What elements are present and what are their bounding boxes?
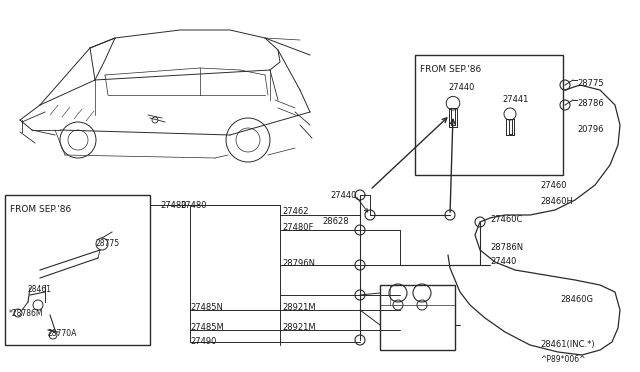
Text: 28921M: 28921M bbox=[282, 324, 316, 333]
Text: 27490: 27490 bbox=[190, 337, 216, 346]
Text: 27460: 27460 bbox=[540, 180, 566, 189]
Bar bbox=[380, 285, 455, 350]
Text: 27485M: 27485M bbox=[190, 324, 224, 333]
Text: 27440: 27440 bbox=[448, 83, 474, 93]
Text: 27480: 27480 bbox=[180, 201, 207, 209]
Text: 27485N: 27485N bbox=[190, 304, 223, 312]
Text: 28628: 28628 bbox=[322, 218, 349, 227]
Text: FROM SEP.'86: FROM SEP.'86 bbox=[10, 205, 71, 214]
Text: 28461: 28461 bbox=[27, 285, 51, 295]
Bar bbox=[415, 55, 563, 175]
Text: ^P89*006^: ^P89*006^ bbox=[540, 356, 586, 365]
Text: 28460H: 28460H bbox=[540, 198, 573, 206]
Text: 28921M: 28921M bbox=[282, 304, 316, 312]
Text: 28461(INC.*): 28461(INC.*) bbox=[540, 340, 595, 350]
Text: 27441: 27441 bbox=[502, 96, 529, 105]
Text: *28786M: *28786M bbox=[9, 308, 44, 317]
Text: 27440: 27440 bbox=[490, 257, 516, 266]
Text: FROM SEP.'86: FROM SEP.'86 bbox=[420, 65, 481, 74]
Text: 20796: 20796 bbox=[577, 125, 604, 135]
Bar bbox=[5, 195, 150, 345]
Text: 27440: 27440 bbox=[330, 190, 356, 199]
Text: 28775: 28775 bbox=[577, 78, 604, 87]
Text: 28786N: 28786N bbox=[490, 244, 523, 253]
Text: 28775: 28775 bbox=[95, 238, 119, 247]
Text: 27462: 27462 bbox=[282, 208, 308, 217]
Text: 27460C: 27460C bbox=[490, 215, 522, 224]
Text: 28796N: 28796N bbox=[282, 259, 315, 267]
Text: 27480F: 27480F bbox=[282, 224, 314, 232]
Text: 28460G: 28460G bbox=[560, 295, 593, 305]
Text: 28786: 28786 bbox=[577, 99, 604, 108]
Text: 28770A: 28770A bbox=[47, 328, 76, 337]
Text: 27480: 27480 bbox=[160, 201, 186, 209]
